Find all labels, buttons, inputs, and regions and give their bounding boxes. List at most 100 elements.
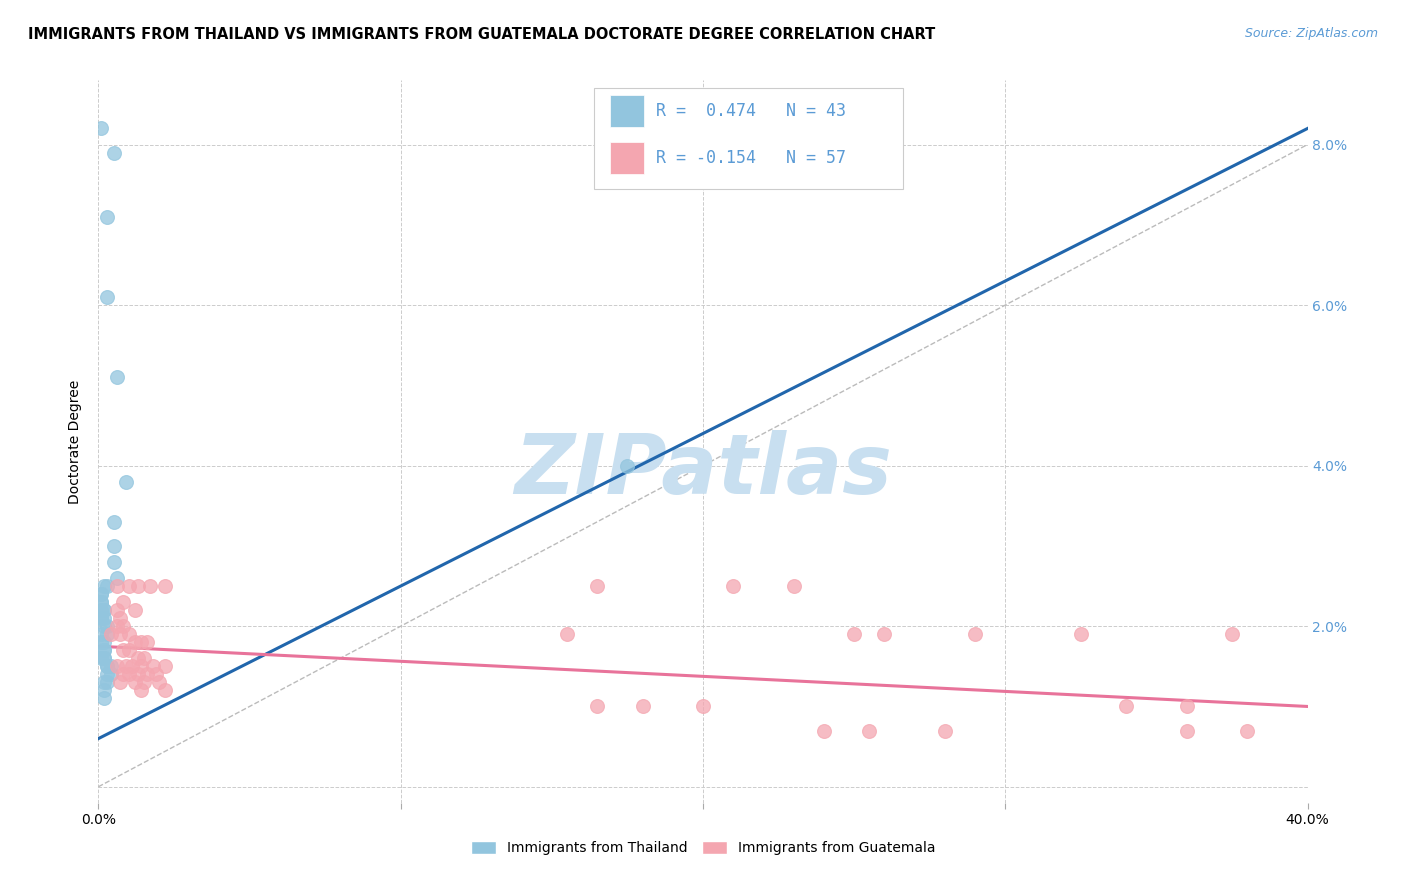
Point: [153, 659, 176, 673]
Point: [108, 627, 131, 641]
Point: [90, 587, 112, 601]
Point: [105, 579, 128, 593]
Point: [135, 635, 157, 649]
Point: [118, 643, 141, 657]
Point: [1175, 723, 1198, 738]
Point: [90, 627, 112, 641]
Point: [111, 667, 134, 681]
Point: [1220, 627, 1243, 641]
Point: [93, 579, 115, 593]
Point: [114, 475, 136, 489]
Point: [93, 619, 115, 633]
Point: [129, 659, 152, 673]
Point: [96, 675, 118, 690]
Point: [90, 611, 112, 625]
Point: [111, 595, 134, 609]
Point: [139, 579, 162, 593]
Point: [100, 667, 122, 681]
Point: [90, 595, 112, 609]
Point: [96, 627, 118, 641]
Point: [153, 683, 176, 698]
Point: [129, 635, 152, 649]
Point: [616, 458, 638, 473]
Point: [93, 691, 115, 706]
Point: [586, 579, 609, 593]
Point: [96, 659, 118, 673]
Point: [873, 627, 896, 641]
Point: [124, 603, 146, 617]
Point: [965, 627, 987, 641]
Point: [118, 667, 141, 681]
Point: [93, 651, 115, 665]
Point: [105, 370, 128, 384]
Point: [1236, 723, 1258, 738]
FancyBboxPatch shape: [610, 95, 644, 128]
Point: [586, 699, 609, 714]
Point: [103, 145, 125, 160]
Point: [90, 587, 112, 601]
Point: [103, 515, 125, 529]
Point: [93, 675, 115, 690]
Y-axis label: Doctorate Degree: Doctorate Degree: [69, 379, 83, 504]
Point: [96, 667, 118, 681]
Point: [145, 667, 167, 681]
Point: [124, 635, 146, 649]
Text: R = -0.154   N = 57: R = -0.154 N = 57: [655, 149, 846, 167]
Point: [858, 723, 880, 738]
Text: ZIPatlas: ZIPatlas: [515, 430, 891, 511]
Legend: Immigrants from Thailand, Immigrants from Guatemala: Immigrants from Thailand, Immigrants fro…: [465, 836, 941, 861]
Point: [127, 579, 149, 593]
Point: [105, 603, 128, 617]
Point: [96, 579, 118, 593]
Point: [90, 611, 112, 625]
Point: [100, 627, 122, 641]
Point: [1070, 627, 1092, 641]
Point: [129, 683, 152, 698]
Point: [111, 619, 134, 633]
Point: [100, 659, 122, 673]
Text: IMMIGRANTS FROM THAILAND VS IMMIGRANTS FROM GUATEMALA DOCTORATE DEGREE CORRELATI: IMMIGRANTS FROM THAILAND VS IMMIGRANTS F…: [28, 27, 935, 42]
Text: Source: ZipAtlas.com: Source: ZipAtlas.com: [1244, 27, 1378, 40]
Point: [103, 539, 125, 553]
Point: [153, 579, 176, 593]
Point: [555, 627, 578, 641]
Point: [93, 635, 115, 649]
Point: [1175, 699, 1198, 714]
Point: [93, 683, 115, 698]
Point: [127, 651, 149, 665]
Point: [114, 659, 136, 673]
Point: [93, 651, 115, 665]
Point: [96, 290, 118, 304]
Point: [93, 643, 115, 657]
Point: [934, 723, 956, 738]
Point: [90, 595, 112, 609]
Point: [127, 667, 149, 681]
Point: [132, 651, 155, 665]
Point: [813, 723, 835, 738]
Point: [121, 659, 143, 673]
Point: [118, 627, 141, 641]
Point: [105, 619, 128, 633]
Point: [132, 675, 155, 690]
Point: [96, 619, 118, 633]
FancyBboxPatch shape: [595, 87, 903, 189]
Point: [93, 611, 115, 625]
Point: [93, 603, 115, 617]
Point: [90, 603, 112, 617]
Point: [844, 627, 866, 641]
Point: [93, 603, 115, 617]
Point: [1115, 699, 1137, 714]
Point: [93, 643, 115, 657]
Point: [135, 667, 157, 681]
Point: [90, 121, 112, 136]
Point: [96, 659, 118, 673]
Point: [105, 571, 128, 585]
Point: [783, 579, 806, 593]
Point: [631, 699, 654, 714]
Point: [111, 643, 134, 657]
Point: [692, 699, 714, 714]
Point: [90, 651, 112, 665]
FancyBboxPatch shape: [610, 142, 644, 174]
Text: R =  0.474   N = 43: R = 0.474 N = 43: [655, 102, 846, 120]
Point: [108, 675, 131, 690]
